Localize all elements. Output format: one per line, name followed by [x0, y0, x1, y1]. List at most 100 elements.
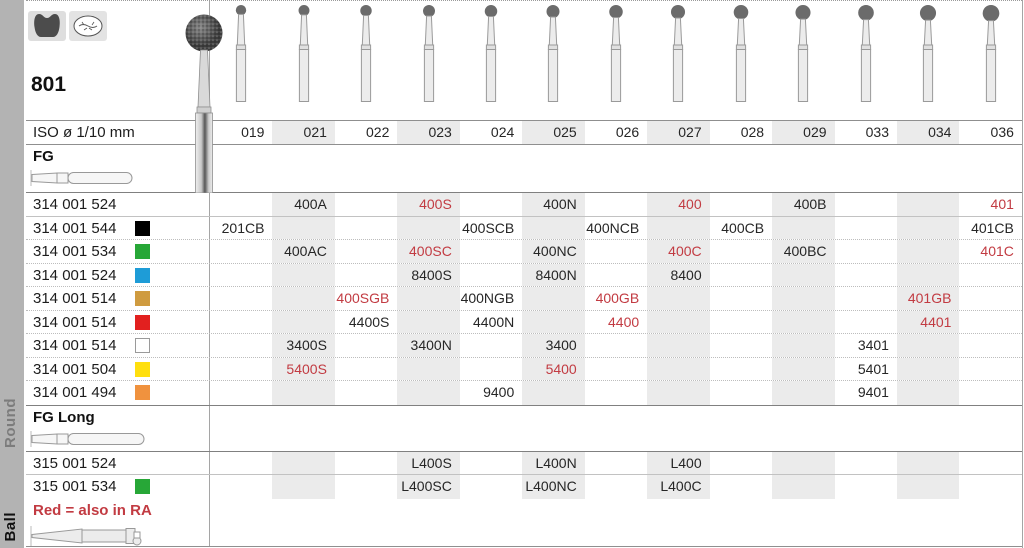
bur-image-cell	[397, 1, 459, 120]
product-cell	[772, 216, 835, 239]
product-cell: 9401	[857, 384, 889, 400]
empty-cell	[335, 499, 397, 547]
product-cell	[710, 358, 772, 381]
product-cell	[460, 452, 522, 475]
iso-code-cell: 314 001 504	[26, 357, 210, 380]
product-cell: 400NCB	[586, 219, 640, 236]
grit-color-square-white	[135, 338, 150, 353]
table-row: 314 001 534 400AC 400SC 400NC 400C 400BC 401C	[26, 240, 1022, 264]
product-cell	[210, 193, 272, 216]
section-label-cell: FG	[26, 145, 210, 192]
product-cell	[522, 216, 585, 239]
product-cell: 5401	[857, 360, 889, 377]
empty-cell	[959, 499, 1021, 547]
iso-size-029: 029	[772, 121, 835, 144]
product-cell	[210, 334, 272, 357]
product-cell: 9400	[483, 384, 515, 400]
product-cell	[835, 240, 897, 263]
product-cell: 401GB	[896, 287, 960, 310]
bur-tip-icon	[671, 5, 686, 102]
empty-cell	[710, 499, 772, 547]
empty-cell	[460, 499, 522, 547]
product-cell: 400BC	[772, 240, 835, 263]
application-icon-box	[69, 11, 107, 41]
product-cell: 4400	[608, 313, 640, 330]
product-cell	[210, 287, 272, 310]
product-cell	[585, 334, 647, 357]
product-cell	[647, 381, 710, 405]
bur-tip-icon	[298, 5, 310, 102]
product-cell	[397, 287, 460, 310]
grit-color-square-red	[135, 314, 150, 330]
empty-cell	[585, 145, 647, 192]
product-cell	[772, 475, 835, 499]
product-cell: L400C	[647, 475, 710, 499]
product-cell	[959, 475, 1021, 499]
empty-cell	[335, 406, 397, 451]
empty-cell	[772, 145, 834, 192]
empty-cell	[272, 406, 334, 451]
bur-tip-icon	[360, 5, 372, 102]
product-cell	[959, 381, 1021, 405]
section-label-cell: FG Long	[26, 405, 210, 451]
product-cell	[210, 264, 272, 287]
product-cell	[896, 216, 960, 239]
product-cell	[272, 287, 335, 310]
empty-cell	[397, 499, 459, 547]
iso-code-cell: 314 001 514	[26, 334, 210, 357]
product-cell	[522, 287, 585, 310]
empty-cell	[272, 499, 334, 547]
empty-cell	[272, 145, 334, 192]
empty-cell	[647, 406, 709, 451]
bur-tip-icon	[982, 5, 999, 102]
product-cell	[710, 311, 772, 334]
product-cell	[710, 475, 772, 499]
iso-code-cell: 314 001 524	[26, 263, 210, 286]
product-cell	[772, 381, 835, 405]
empty-cell	[835, 145, 897, 192]
empty-cell	[522, 145, 584, 192]
product-cell: 5400	[522, 357, 585, 380]
product-cell: 3400S	[272, 334, 335, 357]
section-header-fg: FG	[26, 145, 1022, 193]
product-cell: 400A	[272, 193, 335, 216]
iso-size-028: 028	[740, 124, 765, 140]
iso-size-027: 027	[647, 121, 710, 144]
empty-cell	[897, 145, 959, 192]
product-cell	[835, 452, 897, 475]
product-cell	[272, 216, 335, 239]
iso-size-023: 023	[397, 121, 460, 144]
product-cell: 3400	[522, 334, 585, 357]
product-cell	[835, 193, 897, 216]
product-cell: 400S	[397, 193, 460, 216]
product-cell	[522, 310, 585, 333]
product-cell	[335, 452, 397, 475]
product-cell: 400N	[522, 193, 585, 216]
product-cell	[647, 310, 710, 333]
product-cell	[959, 287, 1021, 310]
product-cell	[460, 358, 522, 381]
section-label: FG	[33, 148, 54, 165]
product-cell	[210, 475, 272, 499]
product-cell: 400SCB	[462, 219, 515, 236]
bur-tip-icon	[609, 5, 623, 102]
product-cell	[896, 193, 960, 216]
red-note: Red = also in RA	[33, 501, 152, 519]
product-cell	[585, 475, 647, 499]
bur-image-cell	[585, 1, 647, 120]
product-cell	[460, 475, 522, 499]
tooth-occlusal-icon	[73, 15, 103, 37]
product-cell	[835, 475, 897, 499]
product-cell	[896, 240, 960, 263]
product-cell	[335, 475, 397, 499]
product-cell	[896, 357, 960, 380]
molar-icon	[34, 14, 60, 37]
product-cell: 4400S	[348, 313, 390, 330]
product-cell: 201CB	[221, 219, 265, 236]
product-cell	[896, 263, 960, 286]
grit-color-square-tan	[135, 291, 150, 306]
iso-code-cell: 314 001 534	[26, 240, 210, 263]
product-cell	[335, 358, 397, 381]
empty-cell	[335, 145, 397, 192]
empty-cell	[897, 499, 959, 547]
